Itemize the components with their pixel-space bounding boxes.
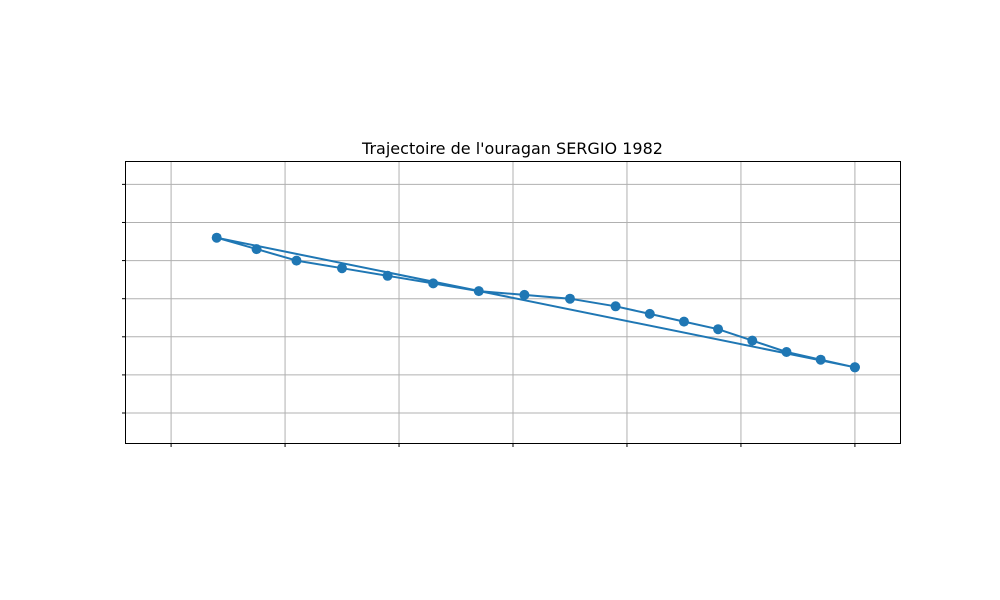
trajectory-point-12 [382,270,393,281]
series-group [211,232,860,373]
tick-marks [122,183,856,447]
trajectory-point-5 [679,316,689,327]
trajectory-point-10 [473,286,484,297]
trajectory-point-6 [644,308,655,319]
trajectory-point-16 [211,232,222,243]
grid [125,161,901,444]
trajectory-point-17 [849,362,860,373]
trajectory-point-11 [428,278,439,289]
trajectory-point-1 [815,354,826,365]
chart-title: Trajectoire de l'ouragan SERGIO 1982 [361,139,663,158]
trajectory-point-7 [610,301,621,312]
trajectory-point-3 [747,335,758,346]
trajectory-point-8 [565,293,575,304]
plot-frame [125,161,901,444]
trajectory-point-13 [337,263,347,274]
trajectory-point-4 [713,324,724,335]
trajectory-point-15 [251,244,262,255]
trajectory-point-14 [291,255,302,266]
trajectory-point-2 [781,347,792,357]
trajectory-point-9 [519,289,530,300]
trajectory-line [215,236,856,369]
